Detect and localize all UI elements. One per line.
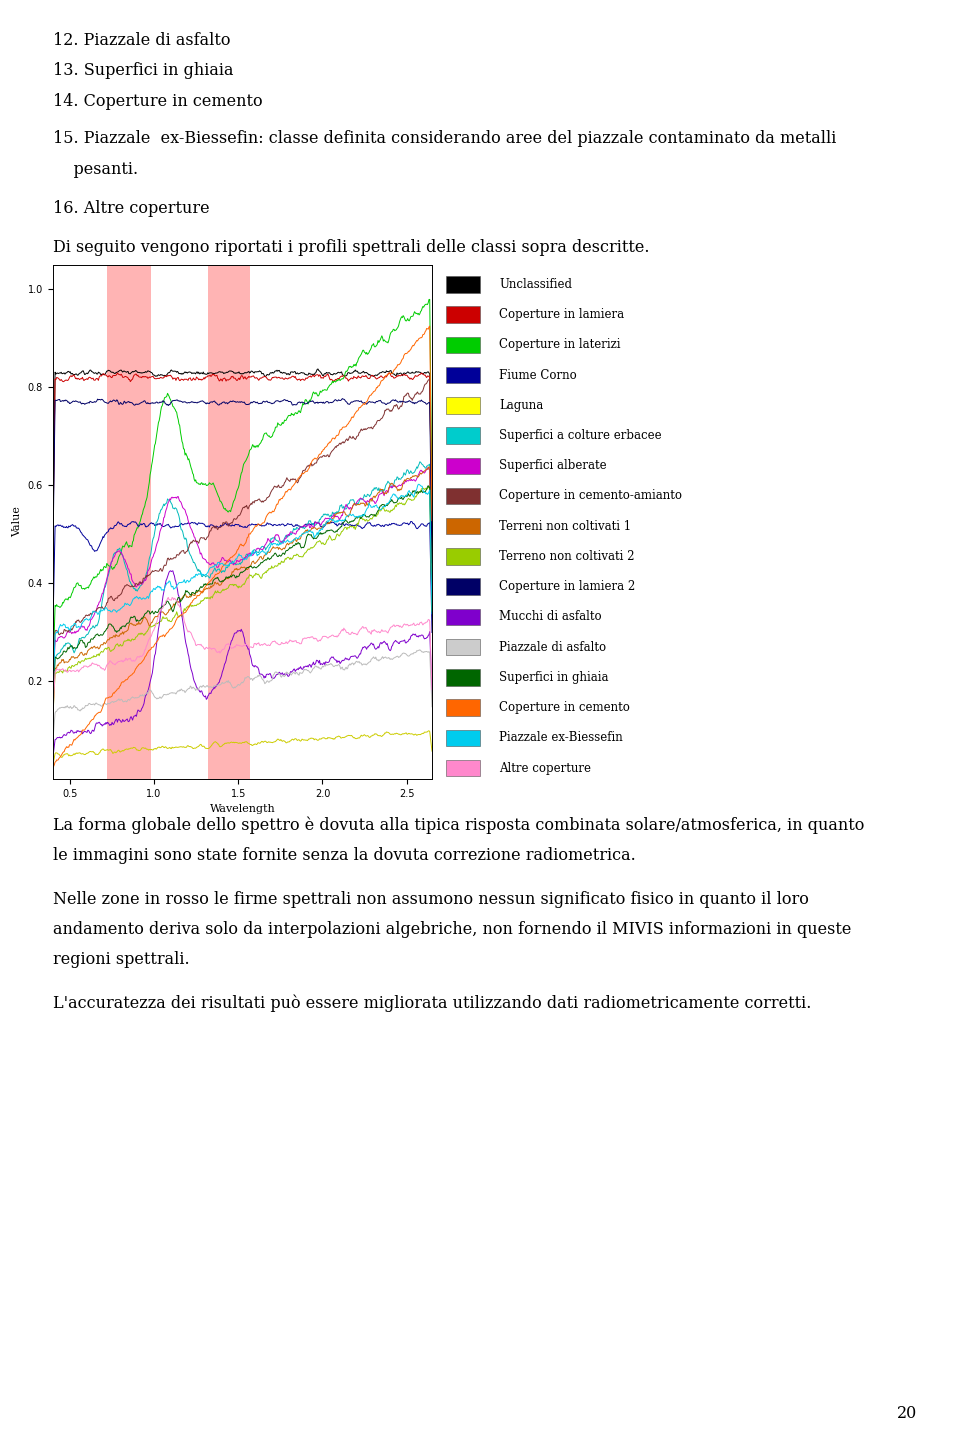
Text: Coperture in cemento: Coperture in cemento bbox=[499, 701, 630, 714]
Text: Terreno non coltivati 2: Terreno non coltivati 2 bbox=[499, 550, 635, 563]
Text: Superfici in ghiaia: Superfici in ghiaia bbox=[499, 670, 609, 683]
Text: Unclassified: Unclassified bbox=[499, 278, 572, 291]
Text: Laguna: Laguna bbox=[499, 398, 543, 411]
Bar bbox=[446, 639, 480, 656]
Text: Superfici alberate: Superfici alberate bbox=[499, 459, 607, 472]
Bar bbox=[446, 336, 480, 353]
Text: Coperture in laterizi: Coperture in laterizi bbox=[499, 339, 621, 352]
Text: Mucchi di asfalto: Mucchi di asfalto bbox=[499, 611, 602, 624]
Text: pesanti.: pesanti. bbox=[53, 161, 138, 178]
Text: L'accuratezza dei risultati può essere migliorata utilizzando dati radiometricam: L'accuratezza dei risultati può essere m… bbox=[53, 995, 811, 1012]
Bar bbox=[446, 458, 480, 473]
Text: le immagini sono state fornite senza la dovuta correzione radiometrica.: le immagini sono state fornite senza la … bbox=[53, 847, 636, 864]
Text: Superfici a colture erbacee: Superfici a colture erbacee bbox=[499, 429, 661, 442]
Text: Altre coperture: Altre coperture bbox=[499, 762, 591, 775]
Bar bbox=[446, 397, 480, 414]
Text: 12. Piazzale di asfalto: 12. Piazzale di asfalto bbox=[53, 32, 230, 49]
Y-axis label: Value: Value bbox=[12, 507, 22, 537]
Text: 16. Altre coperture: 16. Altre coperture bbox=[53, 200, 209, 217]
Bar bbox=[446, 669, 480, 686]
Bar bbox=[446, 366, 480, 384]
Text: Coperture in lamiera: Coperture in lamiera bbox=[499, 308, 624, 321]
Bar bbox=[208, 265, 250, 779]
Bar bbox=[446, 488, 480, 504]
Bar bbox=[446, 549, 480, 565]
Text: Piazzale ex-Biessefin: Piazzale ex-Biessefin bbox=[499, 731, 623, 744]
X-axis label: Wavelength: Wavelength bbox=[209, 804, 276, 814]
Text: Coperture in cemento-amianto: Coperture in cemento-amianto bbox=[499, 489, 683, 502]
Text: Di seguito vengono riportati i profili spettrali delle classi sopra descritte.: Di seguito vengono riportati i profili s… bbox=[53, 239, 649, 256]
Bar bbox=[446, 608, 480, 626]
Text: 15. Piazzale  ex-Biessefin: classe definita considerando aree del piazzale conta: 15. Piazzale ex-Biessefin: classe defini… bbox=[53, 130, 836, 148]
Text: andamento deriva solo da interpolazioni algebriche, non fornendo il MIVIS inform: andamento deriva solo da interpolazioni … bbox=[53, 921, 852, 938]
Text: Terreni non coltivati 1: Terreni non coltivati 1 bbox=[499, 520, 632, 533]
Text: 20: 20 bbox=[897, 1405, 917, 1422]
Bar bbox=[446, 730, 480, 746]
Text: La forma globale dello spettro è dovuta alla tipica risposta combinata solare/at: La forma globale dello spettro è dovuta … bbox=[53, 817, 864, 834]
Text: regioni spettrali.: regioni spettrali. bbox=[53, 951, 189, 969]
Text: Fiume Corno: Fiume Corno bbox=[499, 369, 577, 382]
Text: Piazzale di asfalto: Piazzale di asfalto bbox=[499, 640, 607, 653]
Text: Nelle zone in rosso le firme spettrali non assumono nessun significato fisico in: Nelle zone in rosso le firme spettrali n… bbox=[53, 891, 808, 908]
Bar bbox=[446, 307, 480, 323]
Text: 14. Coperture in cemento: 14. Coperture in cemento bbox=[53, 93, 262, 110]
Bar bbox=[107, 265, 151, 779]
Bar bbox=[446, 760, 480, 776]
Bar bbox=[446, 277, 480, 292]
Bar bbox=[446, 427, 480, 443]
Bar bbox=[446, 699, 480, 715]
Bar bbox=[446, 518, 480, 534]
Text: Coperture in lamiera 2: Coperture in lamiera 2 bbox=[499, 581, 636, 594]
Bar bbox=[446, 579, 480, 595]
Text: 13. Superfici in ghiaia: 13. Superfici in ghiaia bbox=[53, 62, 233, 80]
